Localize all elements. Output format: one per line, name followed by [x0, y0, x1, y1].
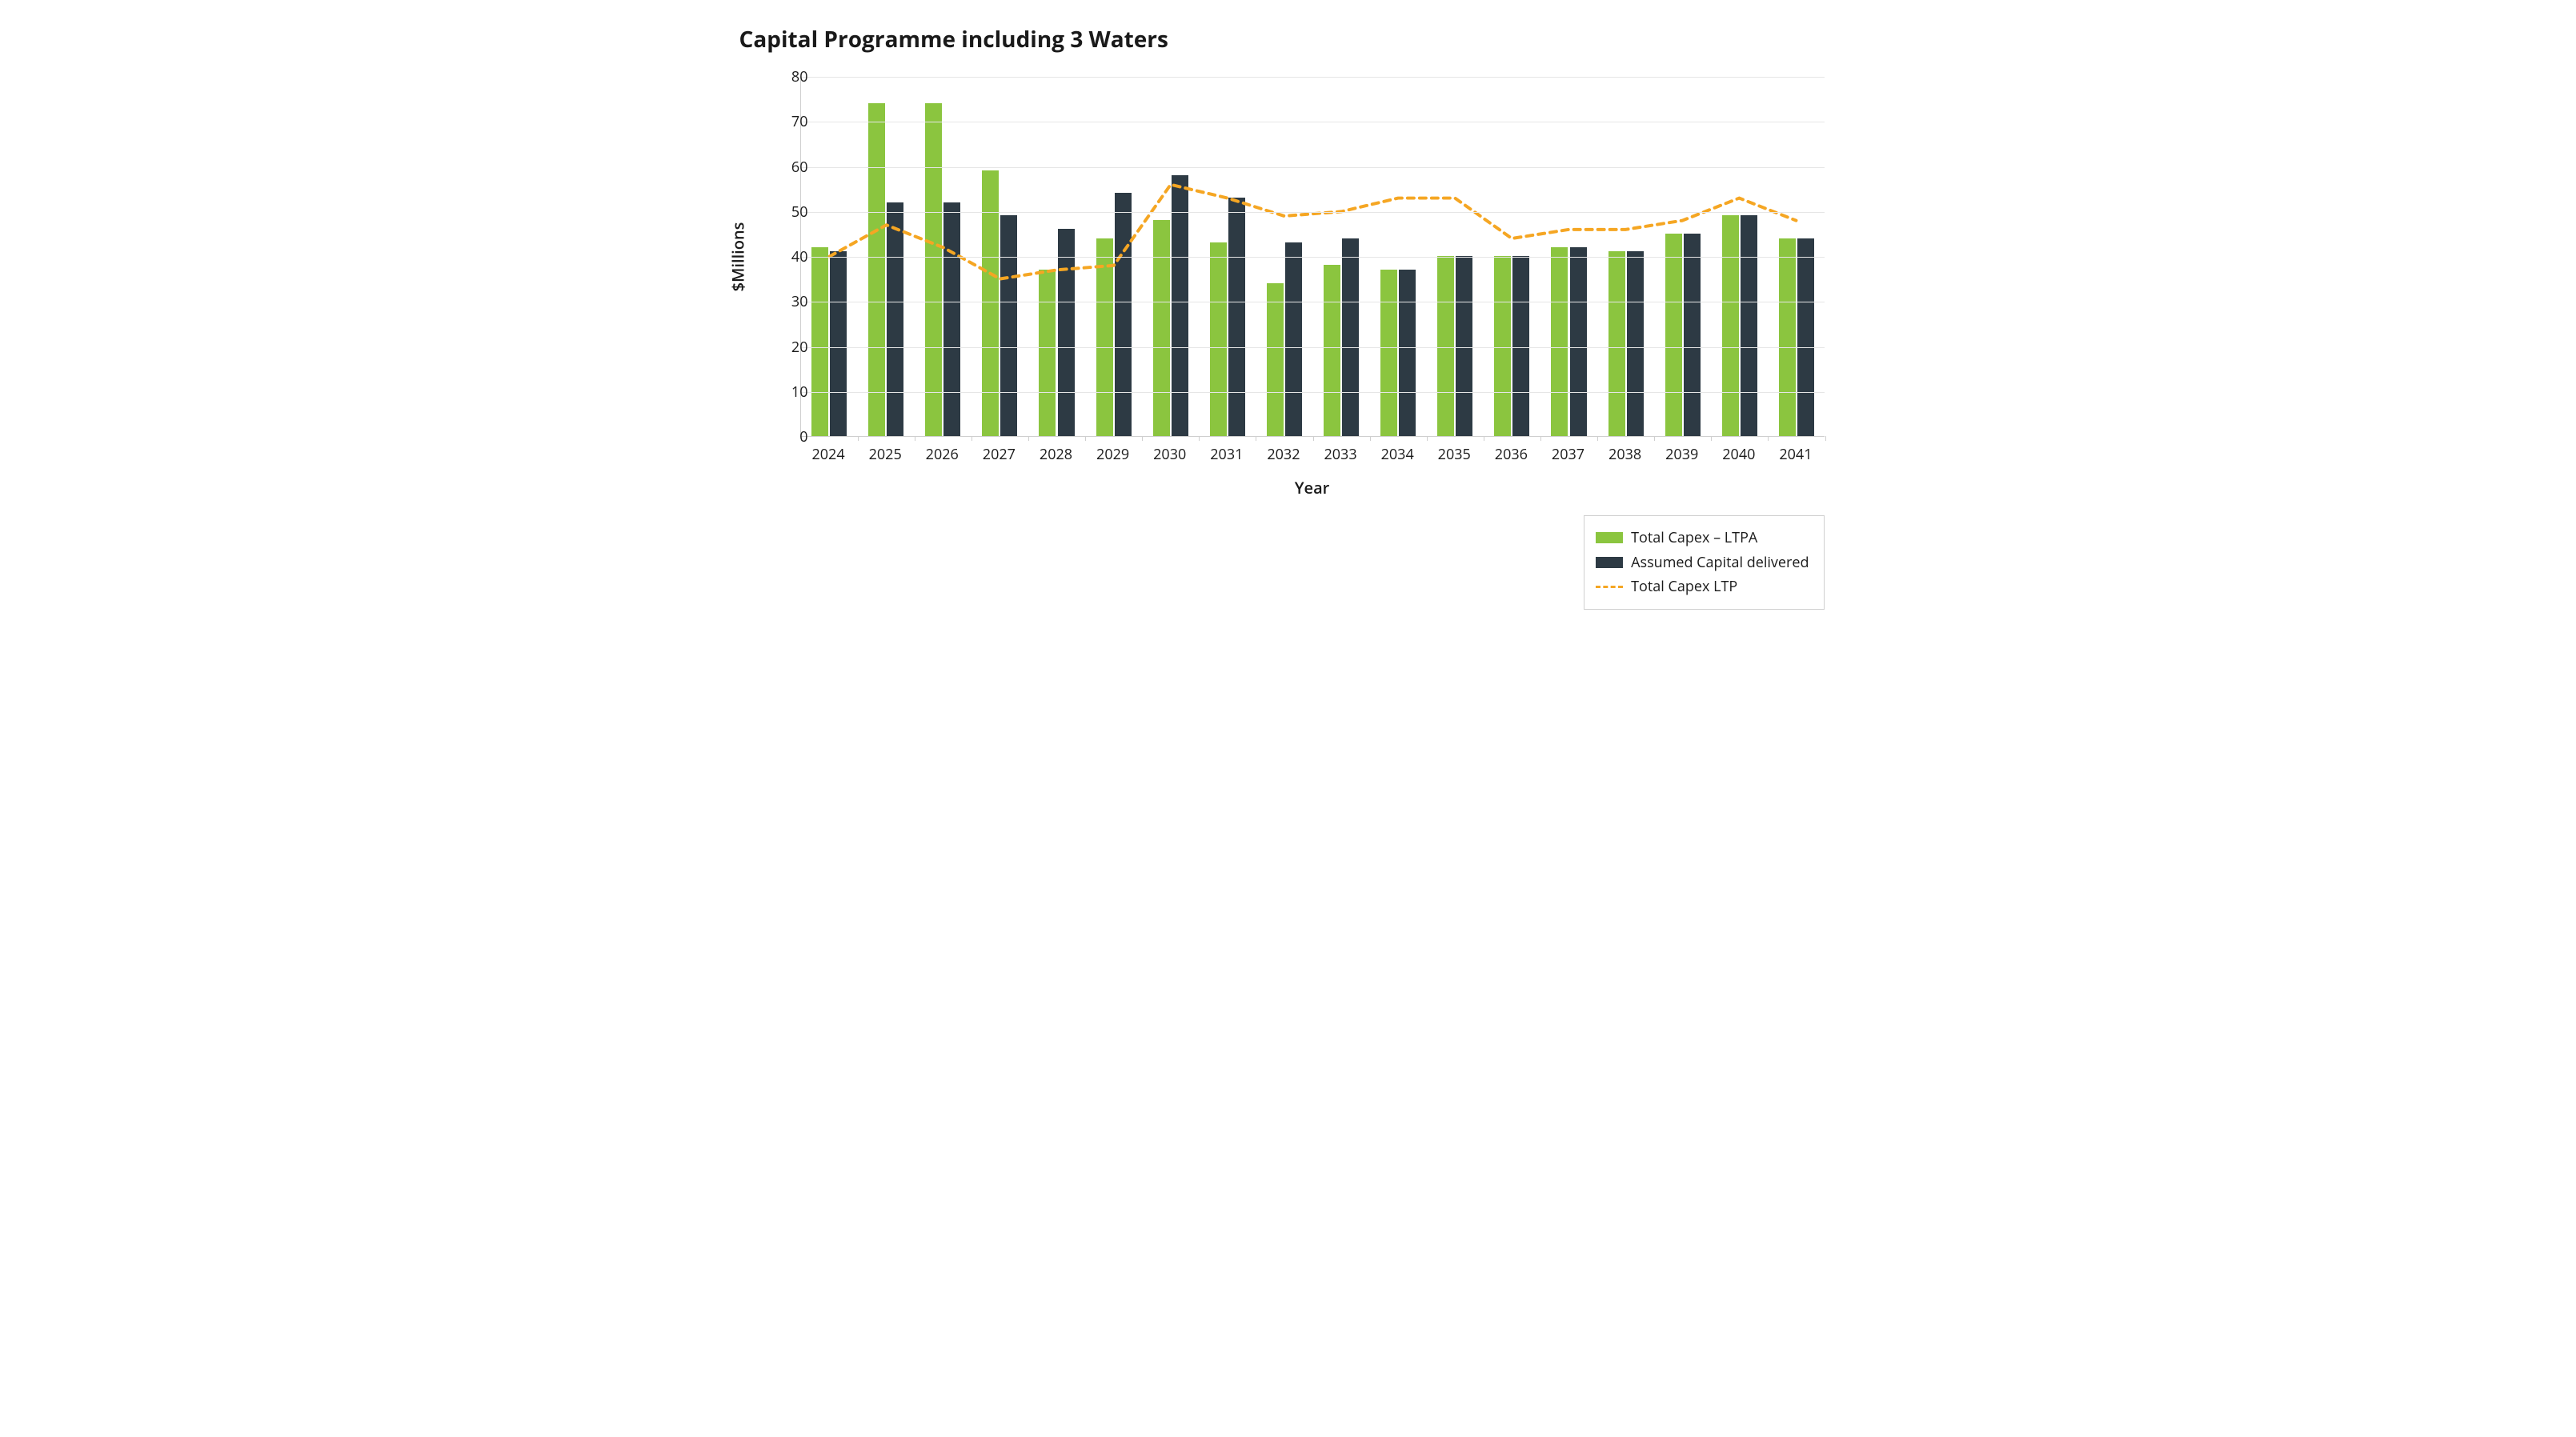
y-tick-label: 0: [752, 427, 808, 446]
x-tick-mark: [1825, 436, 1826, 441]
y-tick-label: 30: [752, 292, 808, 311]
x-tick-label: 2028: [1040, 445, 1072, 464]
legend-label: Total Capex – LTPA: [1631, 526, 1757, 550]
y-tick-label: 40: [752, 247, 808, 266]
x-tick-mark: [1313, 436, 1314, 441]
gridline: [801, 77, 1825, 78]
x-tick-label: 2033: [1324, 445, 1356, 464]
gridline: [801, 212, 1825, 213]
x-tick-mark: [858, 436, 859, 441]
x-tick-label: 2031: [1210, 445, 1243, 464]
x-tick-label: 2037: [1552, 445, 1584, 464]
y-tick-label: 20: [752, 338, 808, 357]
legend-item: Total Capex LTP: [1596, 574, 1809, 599]
x-tick-mark: [1711, 436, 1712, 441]
legend-swatch: [1596, 557, 1623, 568]
y-tick-label: 10: [752, 382, 808, 402]
chart-area: $Millions Year Total Capex – LTPAAssumed…: [736, 69, 1841, 517]
x-tick-mark: [1540, 436, 1541, 441]
gridline: [801, 257, 1825, 258]
x-tick-mark: [1427, 436, 1428, 441]
x-tick-mark: [1654, 436, 1655, 441]
x-tick-label: 2036: [1495, 445, 1528, 464]
x-tick-mark: [1028, 436, 1029, 441]
x-tick-label: 2024: [811, 445, 844, 464]
x-tick-mark: [1597, 436, 1598, 441]
y-tick-label: 80: [752, 67, 808, 86]
legend: Total Capex – LTPAAssumed Capital delive…: [1584, 515, 1824, 610]
x-tick-label: 2029: [1096, 445, 1129, 464]
x-tick-label: 2027: [983, 445, 1016, 464]
x-tick-label: 2030: [1153, 445, 1186, 464]
y-axis-title: $Millions: [727, 222, 748, 292]
x-tick-mark: [1199, 436, 1200, 441]
x-tick-label: 2040: [1722, 445, 1755, 464]
x-axis-title: Year: [800, 477, 1825, 498]
x-tick-label: 2034: [1381, 445, 1414, 464]
x-tick-label: 2032: [1267, 445, 1300, 464]
gridline: [801, 167, 1825, 168]
x-tick-label: 2039: [1665, 445, 1698, 464]
x-tick-label: 2026: [926, 445, 959, 464]
x-tick-mark: [1768, 436, 1769, 441]
legend-item: Assumed Capital delivered: [1596, 550, 1809, 575]
chart-title: Capital Programme including 3 Waters: [739, 24, 1841, 54]
chart-container: Capital Programme including 3 Waters $Mi…: [712, 0, 1865, 541]
legend-line-swatch: [1596, 586, 1623, 588]
gridline: [801, 347, 1825, 348]
legend-item: Total Capex – LTPA: [1596, 526, 1809, 550]
y-tick-label: 60: [752, 158, 808, 177]
legend-swatch: [1596, 532, 1623, 543]
plot-area: [800, 77, 1825, 437]
y-tick-label: 50: [752, 202, 808, 222]
gridline: [801, 392, 1825, 393]
x-tick-label: 2038: [1608, 445, 1641, 464]
x-tick-label: 2041: [1779, 445, 1812, 464]
line-series: [829, 185, 1796, 279]
x-tick-mark: [1085, 436, 1086, 441]
x-tick-mark: [1142, 436, 1143, 441]
x-tick-label: 2025: [869, 445, 902, 464]
y-tick-label: 70: [752, 112, 808, 131]
legend-label: Assumed Capital delivered: [1631, 550, 1809, 575]
legend-label: Total Capex LTP: [1631, 574, 1737, 599]
x-tick-label: 2035: [1438, 445, 1471, 464]
x-tick-mark: [1370, 436, 1371, 441]
